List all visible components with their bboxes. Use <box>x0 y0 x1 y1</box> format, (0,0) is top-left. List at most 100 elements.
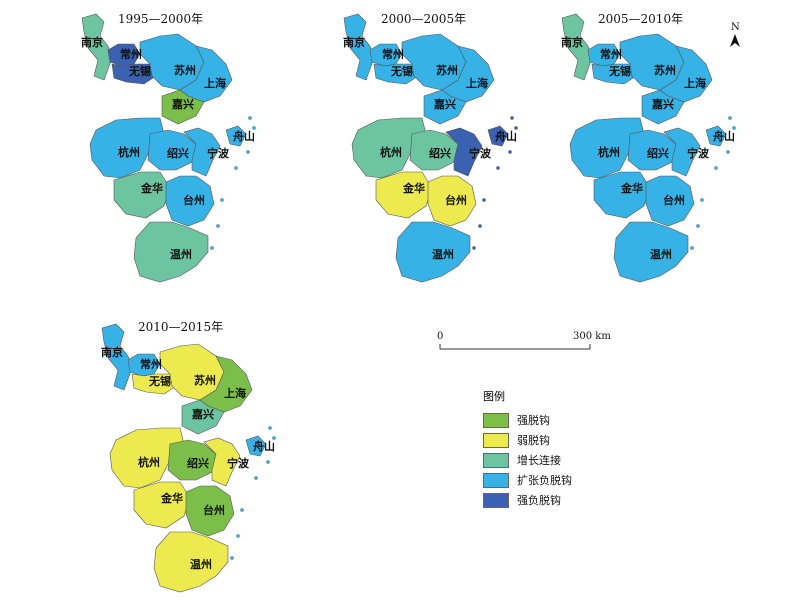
city-region-jinhua <box>375 171 433 219</box>
city-label-changzhou: 常州 <box>382 47 404 61</box>
island-mark <box>236 534 240 538</box>
city-label-suzhou: 苏州 <box>654 63 676 77</box>
city-region-taizhou <box>165 175 215 227</box>
city-label-shanghai: 上海 <box>466 76 488 90</box>
legend-label-strong: 强脱钩 <box>517 414 550 427</box>
city-label-changzhou: 常州 <box>140 357 162 371</box>
island-mark <box>252 126 256 130</box>
city-region-zhoushan <box>225 125 247 147</box>
city-label-zhoushan: 舟山 <box>233 129 255 143</box>
island-mark <box>220 198 224 202</box>
island-mark <box>472 246 476 250</box>
city-label-shanghai: 上海 <box>684 76 706 90</box>
city-label-wuxi: 无锡 <box>390 64 413 78</box>
island-mark <box>690 246 694 250</box>
north-arrow-icon: N <box>730 22 740 47</box>
legend-item-growth: 增长连接 <box>483 450 603 470</box>
city-label-jiaxing: 嘉兴 <box>433 97 456 111</box>
city-label-taizhou: 台州 <box>445 193 467 207</box>
city-label-suzhou: 苏州 <box>174 63 196 77</box>
city-label-suzhou: 苏州 <box>194 373 216 387</box>
city-region-nanjing <box>561 13 593 81</box>
legend-swatch-expansion <box>483 472 509 488</box>
city-label-nanjing: 南京 <box>81 35 103 49</box>
city-label-shaoxing: 绍兴 <box>187 456 209 470</box>
legend-swatch-strong <box>483 412 509 428</box>
city-label-jinhua: 金华 <box>620 181 643 195</box>
island-mark <box>514 126 518 130</box>
city-region-ningbo <box>203 437 241 487</box>
legend: 图例 强脱钩 弱脱钩 增长连接 扩张负脱钩 强负脱钩 <box>483 388 603 510</box>
island-mark <box>266 460 270 464</box>
legend-label-expansion: 扩张负脱钩 <box>517 474 572 487</box>
city-label-nanjing: 南京 <box>343 35 365 49</box>
city-region-changzhou <box>107 43 141 67</box>
city-label-wuxi: 无锡 <box>148 374 171 388</box>
island-mark <box>696 224 700 228</box>
city-region-nanjing <box>81 13 113 81</box>
island-mark <box>508 150 512 154</box>
city-region-taizhou <box>645 175 695 227</box>
city-label-jiaxing: 嘉兴 <box>191 407 214 421</box>
island-mark <box>478 224 482 228</box>
city-region-wenzhou <box>395 221 471 283</box>
panel-title-4: 2010—2015年 <box>138 320 224 334</box>
city-region-wenzhou <box>613 221 689 283</box>
city-label-wuxi: 无锡 <box>608 64 631 78</box>
city-region-jinhua <box>133 481 191 529</box>
city-region-ningbo <box>183 127 221 177</box>
panel-title-1: 1995—2000年 <box>118 12 204 26</box>
legend-item-weak: 弱脱钩 <box>483 430 603 450</box>
city-label-shaoxing: 绍兴 <box>167 146 189 160</box>
city-region-ningbo <box>663 127 701 177</box>
city-label-nanjing: 南京 <box>561 35 583 49</box>
city-label-hangzhou: 杭州 <box>380 145 402 159</box>
island-mark <box>210 246 214 250</box>
city-region-jiaxing <box>161 89 205 125</box>
city-label-ningbo: 宁波 <box>469 146 492 160</box>
island-mark <box>246 150 250 154</box>
city-label-wuxi: 无锡 <box>128 64 151 78</box>
city-region-wenzhou <box>133 221 209 283</box>
city-label-shaoxing: 绍兴 <box>429 146 451 160</box>
city-label-ningbo: 宁波 <box>227 456 250 470</box>
island-mark <box>726 150 730 154</box>
city-label-taizhou: 台州 <box>663 193 685 207</box>
legend-swatch-growth <box>483 452 509 468</box>
island-mark <box>234 166 238 170</box>
city-label-shaoxing: 绍兴 <box>647 146 669 160</box>
island-mark <box>240 508 244 512</box>
city-label-jinhua: 金华 <box>402 181 425 195</box>
city-label-changzhou: 常州 <box>120 47 142 61</box>
island-mark <box>510 116 514 120</box>
city-label-shanghai: 上海 <box>204 76 226 90</box>
city-label-wenzhou: 温州 <box>190 557 212 571</box>
city-label-ningbo: 宁波 <box>687 146 710 160</box>
city-region-hangzhou <box>109 427 185 489</box>
city-region-hangzhou <box>569 117 645 179</box>
city-region-changzhou <box>127 353 161 377</box>
island-mark <box>728 116 732 120</box>
city-region-ningbo <box>445 127 483 177</box>
island-mark <box>248 116 252 120</box>
north-label: N <box>731 22 740 33</box>
city-label-jiaxing: 嘉兴 <box>171 97 194 111</box>
city-region-zhoushan <box>487 125 509 147</box>
city-region-nanjing <box>101 323 133 391</box>
city-region-zhoushan <box>245 435 267 457</box>
city-region-taizhou <box>185 485 235 537</box>
city-region-jiaxing <box>181 399 225 435</box>
city-label-wenzhou: 温州 <box>650 247 672 261</box>
city-label-zhoushan: 舟山 <box>713 129 735 143</box>
scale-bar <box>439 344 591 350</box>
city-region-changzhou <box>369 43 403 67</box>
city-label-taizhou: 台州 <box>183 193 205 207</box>
panel-title-2: 2000—2005年 <box>381 12 467 26</box>
legend-item-strong-negative: 强负脱钩 <box>483 490 603 510</box>
city-region-jinhua <box>113 171 171 219</box>
city-label-changzhou: 常州 <box>600 47 622 61</box>
